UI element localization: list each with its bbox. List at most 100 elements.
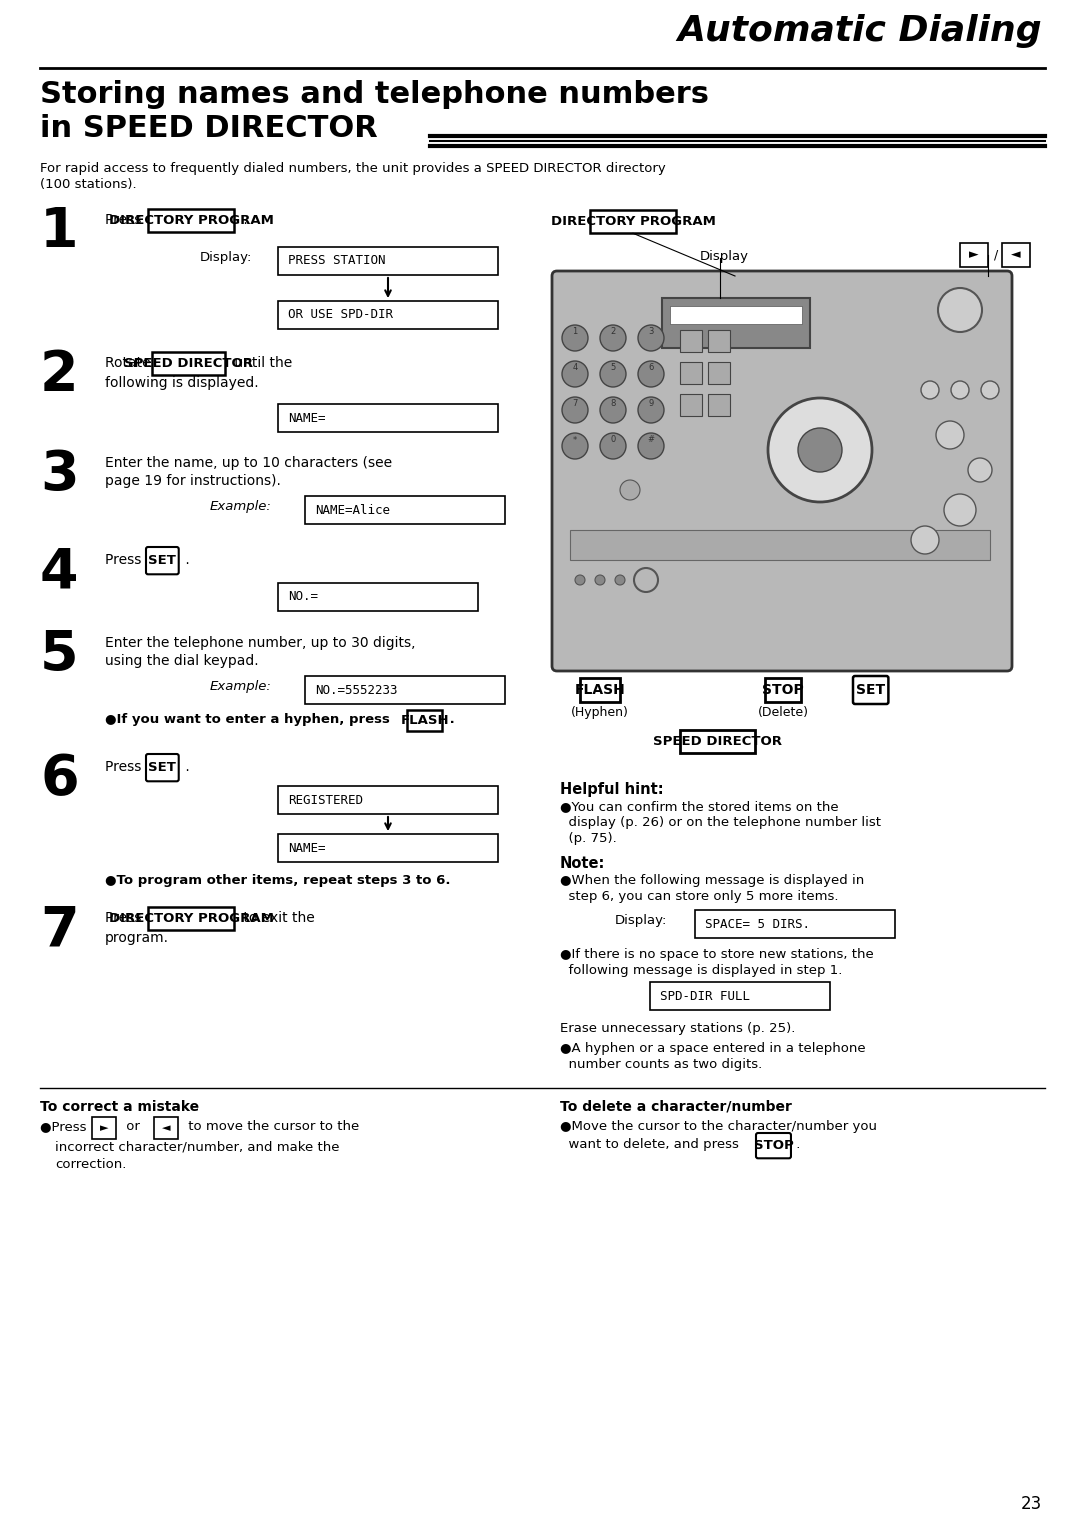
FancyBboxPatch shape [148,906,234,931]
Text: FLASH: FLASH [575,684,625,697]
Text: OR USE SPD-DIR: OR USE SPD-DIR [288,308,393,322]
Circle shape [562,325,588,351]
Text: SPACE= 5 DIRS.: SPACE= 5 DIRS. [705,917,810,931]
Text: SET: SET [148,554,176,568]
Text: ●If you want to enter a hyphen, press: ●If you want to enter a hyphen, press [105,713,394,726]
Text: STOP: STOP [754,1138,794,1152]
FancyBboxPatch shape [680,362,702,385]
Text: .: . [445,713,455,726]
FancyBboxPatch shape [590,211,676,233]
Text: SET: SET [856,684,886,697]
Circle shape [944,494,976,526]
Text: Display:: Display: [200,250,253,264]
FancyBboxPatch shape [580,678,620,702]
Text: incorrect character/number, and make the: incorrect character/number, and make the [55,1140,339,1154]
Text: NO.=: NO.= [288,591,318,603]
Text: ●You can confirm the stored items on the: ●You can confirm the stored items on the [561,800,839,813]
Text: ◄: ◄ [162,1123,171,1132]
Text: until the: until the [230,356,293,369]
Text: display (p. 26) or on the telephone number list: display (p. 26) or on the telephone numb… [561,816,881,829]
Text: Press: Press [105,552,146,568]
Circle shape [600,433,626,459]
FancyBboxPatch shape [146,546,178,574]
Text: NAME=: NAME= [288,841,325,855]
FancyBboxPatch shape [146,754,178,781]
Text: 6: 6 [40,752,79,806]
Text: #: # [648,435,654,444]
FancyBboxPatch shape [152,353,226,375]
FancyBboxPatch shape [92,1117,116,1138]
Text: DIRECTORY PROGRAM: DIRECTORY PROGRAM [109,913,273,925]
Text: PRESS STATION: PRESS STATION [288,255,386,267]
Text: DIRECTORY PROGRAM: DIRECTORY PROGRAM [109,214,273,227]
Text: (Delete): (Delete) [757,707,809,719]
Text: 1: 1 [572,328,578,337]
FancyBboxPatch shape [552,272,1012,671]
Text: following is displayed.: following is displayed. [105,375,258,391]
FancyBboxPatch shape [278,786,498,813]
Text: 7: 7 [572,400,578,409]
Text: REGISTERED: REGISTERED [288,794,363,807]
Text: ●A hyphen or a space entered in a telephone: ●A hyphen or a space entered in a teleph… [561,1042,866,1054]
Text: to exit the: to exit the [239,911,315,925]
Text: (Hyphen): (Hyphen) [571,707,629,719]
Circle shape [638,362,664,388]
FancyBboxPatch shape [662,298,810,348]
Text: FLASH: FLASH [401,714,449,728]
FancyBboxPatch shape [650,983,831,1010]
Text: Note:: Note: [561,856,606,871]
Text: 7: 7 [40,903,79,957]
Text: NO.=5552233: NO.=5552233 [315,684,397,696]
FancyBboxPatch shape [278,247,498,275]
Text: Erase unnecessary stations (p. 25).: Erase unnecessary stations (p. 25). [561,1022,795,1035]
Text: page 19 for instructions).: page 19 for instructions). [105,475,281,488]
Circle shape [638,325,664,351]
Text: Press: Press [105,911,146,925]
Text: 1: 1 [40,204,79,259]
Text: 4: 4 [40,545,79,600]
Text: ●To program other items, repeat steps 3 to 6.: ●To program other items, repeat steps 3 … [105,874,450,887]
FancyBboxPatch shape [708,330,730,353]
Text: Press: Press [105,214,146,227]
Text: want to delete, and press: want to delete, and press [561,1138,743,1151]
Text: to move the cursor to the: to move the cursor to the [184,1120,360,1132]
FancyBboxPatch shape [696,909,895,938]
Text: ◄: ◄ [1011,249,1021,261]
Circle shape [798,427,842,472]
FancyBboxPatch shape [278,404,498,432]
FancyBboxPatch shape [278,301,498,330]
Circle shape [939,288,982,333]
FancyBboxPatch shape [853,676,889,703]
Circle shape [951,382,969,398]
Text: 8: 8 [610,400,616,409]
Circle shape [968,458,993,482]
Circle shape [600,325,626,351]
FancyBboxPatch shape [1002,243,1030,267]
Circle shape [562,362,588,388]
Text: .: . [239,214,247,227]
Text: SPEED DIRECTOR: SPEED DIRECTOR [124,357,253,371]
FancyBboxPatch shape [305,496,505,523]
Text: Display: Display [700,250,750,262]
Text: ●If there is no space to store new stations, the: ●If there is no space to store new stati… [561,948,874,961]
FancyBboxPatch shape [305,676,505,703]
Text: program.: program. [105,931,168,945]
Text: To correct a mistake: To correct a mistake [40,1100,199,1114]
Circle shape [936,421,964,449]
Text: Enter the telephone number, up to 30 digits,: Enter the telephone number, up to 30 dig… [105,636,416,650]
FancyBboxPatch shape [148,209,234,232]
FancyBboxPatch shape [708,362,730,385]
Text: Example:: Example: [210,501,272,513]
Text: 2: 2 [610,328,616,337]
Circle shape [638,397,664,423]
FancyBboxPatch shape [278,835,498,862]
Text: or: or [122,1120,144,1132]
Text: /: / [994,249,998,261]
Text: .: . [792,1138,800,1151]
Circle shape [638,433,664,459]
Text: Enter the name, up to 10 characters (see: Enter the name, up to 10 characters (see [105,456,392,470]
Circle shape [912,526,939,554]
Text: 2: 2 [40,348,79,401]
Text: number counts as two digits.: number counts as two digits. [561,1058,762,1071]
Text: Helpful hint:: Helpful hint: [561,781,663,797]
